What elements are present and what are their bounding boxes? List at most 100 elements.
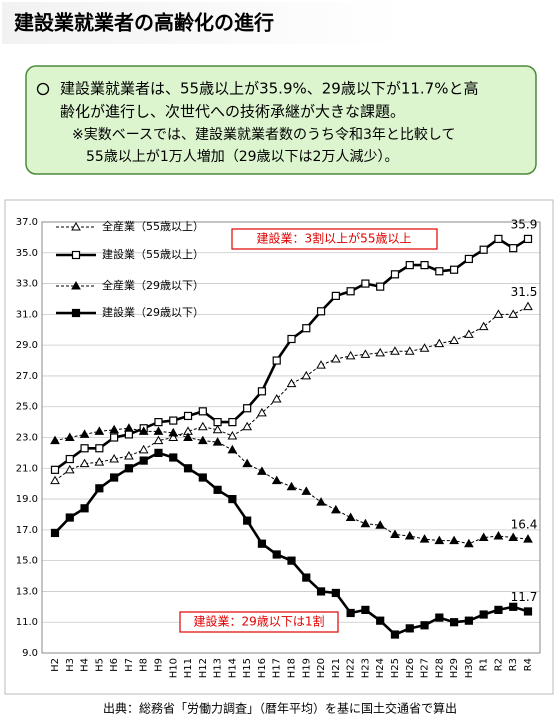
legend-label: 全産業（55歳以上） [102, 219, 204, 233]
series-marker [508, 532, 519, 542]
x-tick-label: H21 [331, 658, 342, 678]
series-marker [376, 616, 385, 625]
x-tick-label: R2 [493, 658, 504, 671]
y-tick-label: 25.0 [16, 402, 38, 413]
series-marker [227, 430, 238, 440]
series-marker [331, 291, 340, 300]
legend-marker [71, 280, 81, 290]
series-marker [419, 343, 430, 352]
series-marker [183, 432, 193, 441]
series-marker [153, 426, 164, 435]
series-marker [242, 421, 253, 431]
x-tick-label: H3 [65, 658, 76, 672]
series-marker [301, 370, 312, 380]
series-marker [109, 424, 119, 434]
x-tick-label: H20 [316, 658, 327, 678]
y-tick-label: 27.0 [16, 371, 38, 382]
y-tick-label: 9.0 [22, 648, 38, 659]
series-marker [390, 346, 400, 355]
y-tick-label: 15.0 [16, 556, 38, 567]
series-marker [257, 539, 267, 548]
series-marker [79, 458, 90, 468]
x-tick-label: H5 [94, 658, 105, 672]
y-tick-label: 37.0 [16, 217, 38, 228]
x-tick-label: H11 [183, 658, 194, 678]
plot-area [41, 221, 541, 654]
series-marker [94, 426, 105, 435]
x-tick-label: R4 [523, 658, 534, 671]
series-marker [79, 429, 90, 438]
annotation-box [231, 228, 438, 250]
title-box [2, 2, 402, 44]
value-label: 35.9 [511, 217, 538, 231]
x-tick-label: H2 [50, 658, 61, 672]
series-marker [242, 458, 253, 468]
y-tick-label: 33.0 [16, 279, 38, 290]
x-tick-label: H18 [287, 658, 298, 678]
series-marker [390, 529, 400, 538]
series-marker [198, 407, 207, 416]
series-marker [405, 624, 414, 633]
series-marker [50, 528, 60, 538]
series-marker [376, 282, 385, 291]
series-marker [360, 349, 371, 358]
series-marker [494, 605, 503, 615]
series-marker [287, 556, 296, 565]
summary-line: 建設業就業者は、55歳以上が35.9%、29歳以下が11.7%と高 [60, 80, 478, 98]
y-tick-label: 29.0 [16, 340, 38, 351]
x-tick-label: H16 [257, 658, 268, 678]
summary-line: 齢化が進行し、次世代への技術承継が大きな課題。 [60, 103, 405, 121]
series-marker [494, 234, 503, 244]
summary-box [25, 65, 537, 175]
y-tick-label: 11.0 [16, 617, 38, 628]
series-marker [346, 287, 355, 296]
legend-label: 建設業（29歳以下） [102, 305, 204, 319]
series-marker [493, 309, 504, 318]
series-marker [183, 411, 193, 421]
series-marker [50, 435, 60, 445]
x-tick-label: H4 [80, 658, 91, 672]
x-tick-label: H9 [153, 658, 164, 672]
series-marker [168, 427, 179, 437]
series-marker [435, 613, 444, 622]
series-marker [478, 532, 489, 542]
series-marker [213, 418, 222, 427]
series-marker [110, 433, 119, 442]
series-marker [287, 334, 296, 344]
series-marker [154, 418, 163, 427]
series-marker [212, 437, 223, 446]
series-marker [523, 534, 533, 543]
series-marker [523, 234, 533, 244]
series-marker [286, 378, 297, 388]
x-tick-label: H17 [272, 658, 283, 678]
series-marker [64, 432, 75, 441]
series-marker [330, 353, 341, 363]
series-marker [361, 279, 370, 288]
x-tick-label: H23 [360, 658, 371, 678]
x-tick-label: H25 [390, 658, 401, 678]
series-marker [509, 602, 518, 611]
series-marker [50, 475, 60, 485]
series-marker [316, 497, 326, 506]
series-marker [405, 261, 414, 270]
series-marker [65, 454, 74, 464]
legend-marker [71, 308, 81, 318]
series-marker [197, 421, 208, 431]
series-marker [434, 338, 445, 348]
series-marker [197, 435, 208, 445]
y-tick-label: 23.0 [16, 433, 38, 444]
x-tick-label: H12 [198, 658, 209, 678]
series-marker [464, 329, 474, 338]
series-marker [213, 485, 222, 494]
series-marker [330, 504, 341, 514]
y-tick-label: 31.0 [16, 309, 38, 320]
series-marker [375, 520, 386, 529]
x-tick-label: H6 [109, 658, 120, 672]
series-marker [509, 244, 518, 253]
legend-label: 全産業（29歳以下） [102, 278, 204, 292]
series-marker [316, 360, 326, 369]
series-marker [243, 404, 252, 413]
value-label: 31.5 [511, 285, 538, 299]
series-marker [50, 465, 60, 474]
